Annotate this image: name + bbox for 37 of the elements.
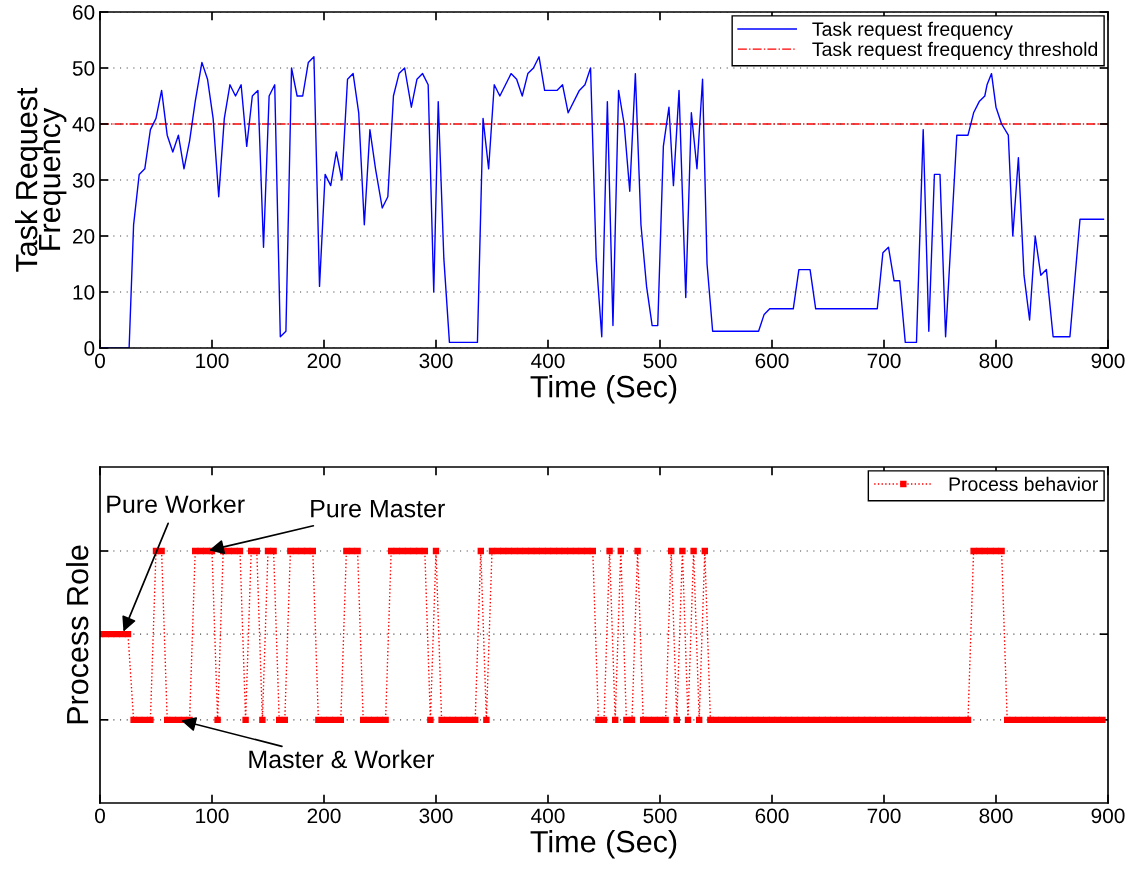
x-tick-label: 700 [867,353,901,369]
legend-label: Process behavior [949,476,1098,491]
annotation: Master & Worker [249,749,435,769]
x-tick-label: 800 [979,808,1013,824]
x-axis-title: Time (Sec) [530,830,677,859]
y-tick-label: 60 [73,5,95,20]
x-tick-label: 900 [1091,353,1125,369]
x-tick-label: 400 [531,808,565,824]
y-axis-title: Task Request Frequency [14,87,67,272]
x-tick-label: 300 [419,808,453,824]
y-tick-label: 30 [72,173,95,188]
x-tick-label: 900 [1091,808,1125,824]
x-tick-label: 0 [95,353,105,369]
x-tick-label: 200 [307,808,341,824]
annotation: Pure Worker [107,494,245,514]
y-tick-label: 10 [73,285,95,300]
x-tick-label: 200 [307,353,341,369]
x-tick-label: 300 [419,353,453,369]
x-tick-label: 700 [867,808,901,824]
y-tick-label: 40 [72,117,95,132]
x-tick-label: 600 [755,353,789,369]
x-axis-title: Time (Sec) [530,375,677,404]
y-tick-label: 20 [73,229,95,244]
x-tick-label: 500 [643,808,677,824]
legend-label: Task request frequency [812,21,1013,40]
y-tick-label: 0 [84,341,95,356]
x-tick-label: 400 [531,353,565,369]
y-tick-label: 50 [72,61,95,76]
x-tick-label: 600 [755,808,789,824]
x-tick-label: 100 [196,808,229,824]
annotation: Pure Master [311,499,445,518]
x-tick-label: 100 [196,353,229,369]
legend-label: Task request frequency threshold [812,41,1098,60]
x-tick-label: 500 [643,353,677,369]
y-axis-title: Process Role [65,545,89,724]
x-tick-label: 800 [979,353,1013,369]
x-tick-label: 0 [95,808,105,824]
